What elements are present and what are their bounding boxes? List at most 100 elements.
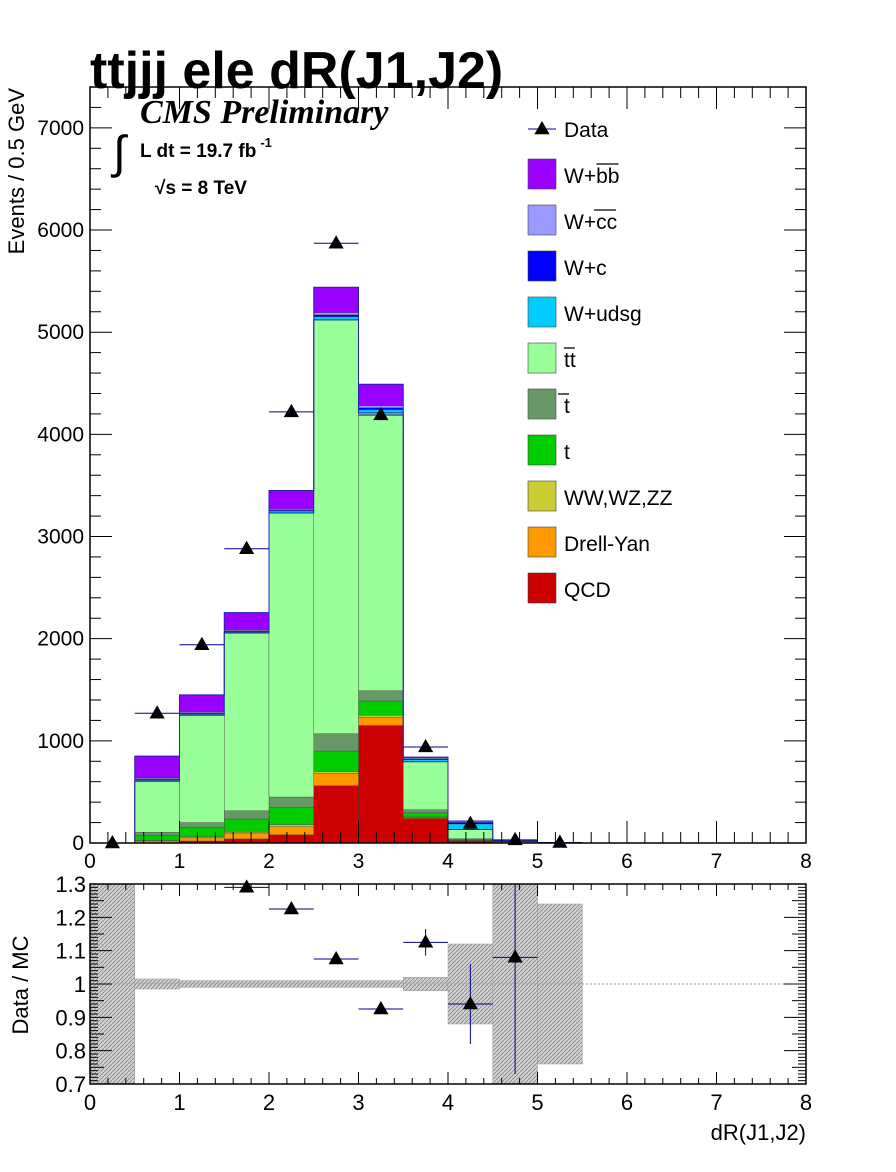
legend-swatch-wbb bbox=[527, 158, 557, 190]
bar-ttbar-6 bbox=[358, 412, 404, 691]
upper-x-tick-label: 3 bbox=[353, 850, 365, 873]
upper-x-tick-label: 7 bbox=[711, 850, 723, 873]
upper-x-tick-labels: 0 1 2 3 4 5 6 7 8 bbox=[84, 850, 812, 873]
lower-x-tick-label: 4 bbox=[442, 1090, 454, 1115]
bar-t-4 bbox=[268, 807, 314, 825]
legend-label-qcd: QCD bbox=[564, 579, 611, 602]
data-point-4 bbox=[283, 403, 299, 418]
upper-x-tick-label: 8 bbox=[800, 850, 812, 873]
bar-t-6 bbox=[358, 700, 404, 716]
lumi-exponent: -1 bbox=[260, 135, 272, 150]
upper-x-tick-label: 1 bbox=[174, 850, 186, 873]
ratio-point-4 bbox=[418, 934, 434, 948]
legend-label-wbb: W+bb bbox=[564, 165, 619, 188]
data-point-10 bbox=[552, 834, 568, 848]
bar-dy-6 bbox=[358, 717, 404, 726]
data-point-0 bbox=[104, 835, 120, 849]
bar-t-3 bbox=[224, 818, 270, 833]
bar-vv-6 bbox=[358, 715, 404, 718]
bar-vv-3 bbox=[224, 832, 270, 835]
data-point-3 bbox=[239, 540, 255, 554]
ratio-point-3 bbox=[373, 1001, 389, 1015]
legend-swatch-wc bbox=[527, 250, 557, 282]
bar-t-5 bbox=[313, 750, 359, 772]
chart-title: ttjjj ele dR(J1,J2) bbox=[90, 42, 503, 100]
energy-text: √s = 8 TeV bbox=[155, 178, 247, 199]
lower-x-tick-label: 1 bbox=[173, 1090, 185, 1115]
bar-tbar-2 bbox=[179, 822, 225, 828]
lower-y-tick-label: 1.1 bbox=[55, 939, 86, 964]
bar-tbar-4 bbox=[268, 796, 314, 808]
bar-ttbar-2 bbox=[179, 715, 225, 823]
legend-swatch-dy bbox=[527, 526, 557, 558]
bar-dy-5 bbox=[313, 773, 359, 786]
upper-y-tick-label: 0 bbox=[72, 832, 84, 855]
upper-y-tick-label: 3000 bbox=[37, 526, 84, 549]
bar-wbb-2 bbox=[179, 694, 225, 713]
legend-label-t: t bbox=[564, 441, 570, 464]
bar-qcd-6 bbox=[358, 725, 404, 844]
upper-x-tick-label: 2 bbox=[263, 850, 275, 873]
upper-y-tick-labels: 0 1000 2000 3000 4000 5000 6000 7000 bbox=[37, 117, 84, 855]
bar-wc-5 bbox=[313, 314, 359, 318]
lower-x-tick-label: 3 bbox=[352, 1090, 364, 1115]
bar-ttbar-3 bbox=[224, 632, 270, 812]
bar-tbar-1 bbox=[134, 832, 180, 836]
lower-y-tick-label: 1.3 bbox=[55, 872, 86, 897]
legend-label-wcc: W+cc bbox=[564, 211, 617, 234]
upper-x-tick-label: 6 bbox=[621, 850, 633, 873]
legend-swatch-tbar bbox=[527, 388, 557, 420]
legend: DataW+bbW+ccW+cW+udsgttttWW,WZ,ZZDrell-Y… bbox=[527, 119, 673, 604]
data-points bbox=[90, 235, 583, 849]
lower-x-tick-label: 0 bbox=[84, 1090, 96, 1115]
legend-swatch-t bbox=[527, 434, 557, 466]
ratio-band-1 bbox=[134, 978, 180, 990]
upper-y-tick-label: 7000 bbox=[37, 117, 84, 140]
data-point-2 bbox=[194, 636, 210, 651]
bar-t-1 bbox=[134, 835, 180, 841]
ratio-point-6 bbox=[507, 949, 523, 963]
bar-wbb-6 bbox=[358, 384, 404, 406]
bar-tbar-3 bbox=[224, 810, 270, 820]
lower-y-tick-label: 1 bbox=[74, 972, 86, 997]
bar-dy-2 bbox=[179, 837, 225, 842]
cms-label: CMS Preliminary bbox=[140, 94, 389, 131]
lower-axis-ticks bbox=[89, 883, 807, 1085]
legend-swatch-ttbar bbox=[527, 342, 557, 374]
lumi-prefix: L dt = 19.7 fb bbox=[140, 141, 256, 162]
legend-label-ttbar: tt bbox=[564, 349, 576, 372]
bar-t-2 bbox=[179, 827, 225, 838]
lower-y-tick-label: 1.2 bbox=[55, 905, 86, 930]
bar-vv-4 bbox=[268, 824, 314, 827]
data-point-9 bbox=[507, 831, 523, 846]
lower-x-tick-label: 2 bbox=[263, 1090, 275, 1115]
y-axis-label: Events / 0.5 GeV bbox=[4, 88, 29, 255]
legend-swatch-wcc bbox=[527, 204, 557, 236]
bar-ttbar-5 bbox=[313, 319, 359, 734]
bar-ttbar-8 bbox=[447, 829, 493, 839]
bar-t-7 bbox=[403, 812, 449, 818]
bar-wbb-3 bbox=[224, 612, 270, 631]
upper-y-tick-label: 2000 bbox=[37, 628, 84, 651]
bar-qcd-7 bbox=[403, 818, 449, 844]
ratio-point-2 bbox=[328, 951, 344, 965]
bar-tbar-5 bbox=[313, 733, 359, 752]
bar-vv-5 bbox=[313, 771, 359, 774]
lower-x-tick-label: 8 bbox=[800, 1090, 812, 1115]
legend-swatch-wudsg bbox=[527, 296, 557, 328]
upper-y-tick-label: 1000 bbox=[37, 730, 84, 753]
ratio-point-5 bbox=[462, 996, 478, 1010]
ratio-point-1 bbox=[283, 901, 299, 915]
legend-label-data: Data bbox=[564, 119, 609, 142]
data-point-5 bbox=[328, 235, 344, 249]
lower-y-tick-label: 0.7 bbox=[55, 1072, 86, 1097]
bar-ttbar-7 bbox=[403, 761, 449, 810]
bar-ttbar-1 bbox=[134, 780, 180, 833]
upper-x-tick-label: 0 bbox=[84, 850, 96, 873]
legend-label-tbar: t bbox=[564, 395, 570, 418]
ratio-points bbox=[224, 879, 538, 1074]
upper-y-tick-label: 5000 bbox=[37, 321, 84, 344]
bar-wbb-1 bbox=[134, 755, 180, 779]
legend-data-marker bbox=[534, 121, 550, 135]
